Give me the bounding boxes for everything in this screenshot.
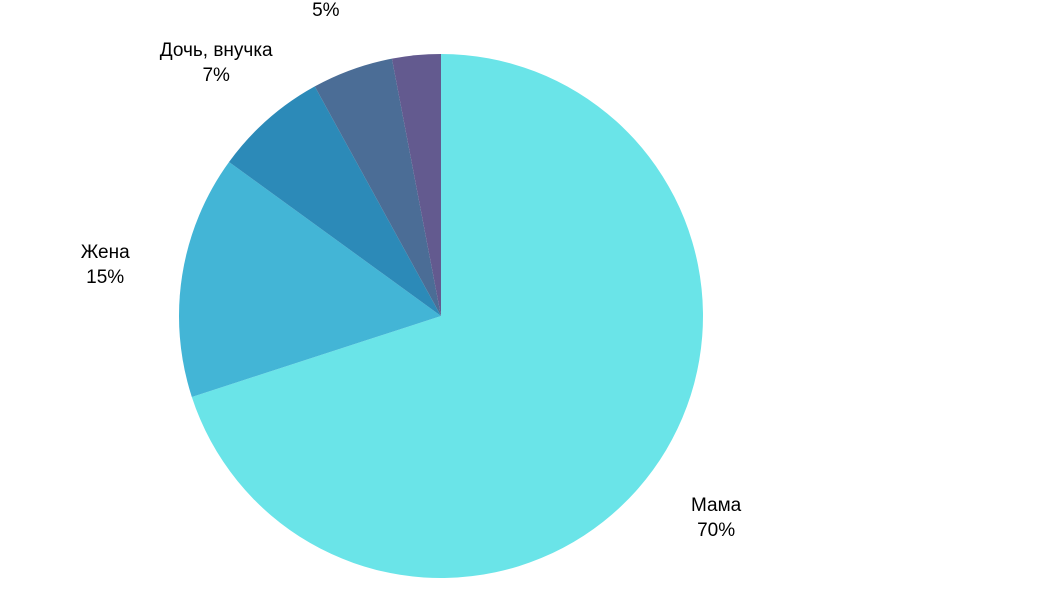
pie-slice-label-3: Я5% <box>312 0 340 21</box>
pie-slice-0 <box>191 54 703 578</box>
pie-labels: Мама 70% Жена 15% Дочь, внучка 7% Я5% <box>81 0 742 541</box>
slice-value-label: 7% <box>202 65 230 86</box>
slice-value-label: 5% <box>312 0 340 21</box>
slice-category-label: Мама <box>691 495 742 516</box>
slice-category-label: Дочь, внучка <box>160 40 273 61</box>
pie-slice-2 <box>229 86 441 316</box>
slice-value-label: 15% <box>86 267 124 288</box>
slice-category-label: Жена <box>81 242 130 263</box>
pie-slice-1 <box>178 162 441 397</box>
pie-slice-label-2: Дочь, внучка 7% <box>160 40 273 86</box>
slice-value-label: 70% <box>697 520 735 541</box>
pie-slice-label-0: Мама 70% <box>691 495 742 541</box>
pie-slice-3 <box>314 58 441 316</box>
pie-slice-label-1: Жена 15% <box>81 242 130 288</box>
pie-slice-4 <box>391 54 441 316</box>
pie-slices <box>178 54 703 578</box>
